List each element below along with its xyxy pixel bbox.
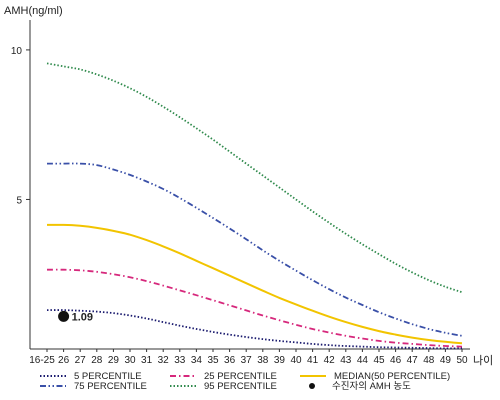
x-tick-label: 44 <box>357 355 369 366</box>
x-tick-label: 31 <box>141 355 153 366</box>
y-tick-label: 10 <box>11 46 23 57</box>
patient-amh-dot <box>58 310 70 322</box>
x-tick-label: 28 <box>91 355 103 366</box>
x-ticks: 16-25 26 27 28 29 30 31 32 33 34 35 36 37 38 39 40 41 42 4… <box>29 349 468 366</box>
y-tick-label: 5 <box>16 195 22 206</box>
x-axis-title: 나이 <box>473 354 493 367</box>
x-tick-label: 50 <box>456 355 468 366</box>
legend-label: 25 PERCENTILE <box>204 371 277 382</box>
x-tick-label: 35 <box>207 355 219 366</box>
series-lines <box>46 62 463 350</box>
series-line-5 <box>46 62 463 294</box>
x-tick-label: 49 <box>440 355 452 366</box>
legend-label: 5 PERCENTILE <box>74 371 142 382</box>
series-line-4 <box>46 162 463 337</box>
y-axis-title: AMH(ng/ml) <box>4 5 63 17</box>
x-tick-label: 47 <box>407 355 419 366</box>
x-tick-label: 40 <box>290 355 302 366</box>
legend: 5 PERCENTILE 25 PERCENTILE MEDIAN(50 PERCE… <box>40 371 450 392</box>
legend-label: 수진자의 AMH 농도 <box>332 381 411 392</box>
series-line-2 <box>46 268 463 348</box>
x-tick-label: 45 <box>373 355 385 366</box>
x-tick-label: 38 <box>257 355 269 366</box>
x-tick-label: 41 <box>307 355 319 366</box>
series-line-1 <box>46 309 463 350</box>
x-tick-label: 29 <box>108 355 120 366</box>
y-ticks: 5 10 <box>11 46 30 206</box>
x-tick-label: 26 <box>58 355 70 366</box>
patient-amh-label: 1.09 <box>72 311 93 323</box>
series-line-3 <box>46 223 463 345</box>
x-tick-label: 36 <box>224 355 236 366</box>
x-tick-label: 27 <box>75 355 87 366</box>
legend-label: 95 PERCENTILE <box>204 381 277 392</box>
x-tick-label: 30 <box>124 355 136 366</box>
x-tick-label: 43 <box>340 355 352 366</box>
x-tick-label: 42 <box>324 355 336 366</box>
x-tick-label: 33 <box>174 355 186 366</box>
x-tick-label: 46 <box>390 355 402 366</box>
x-tick-label: 48 <box>423 355 435 366</box>
patient-marker: 1.09 <box>58 310 93 323</box>
x-tick-label: 34 <box>191 355 203 366</box>
legend-label: MEDIAN(50 PERCENTILE) <box>334 371 450 382</box>
x-tick-label: 16-25 <box>29 355 55 366</box>
x-tick-label: 37 <box>241 355 253 366</box>
legend-marker-dot <box>309 383 315 389</box>
x-tick-label: 32 <box>158 355 170 366</box>
legend-label: 75 PERCENTILE <box>74 381 147 392</box>
x-tick-label: 39 <box>274 355 286 366</box>
